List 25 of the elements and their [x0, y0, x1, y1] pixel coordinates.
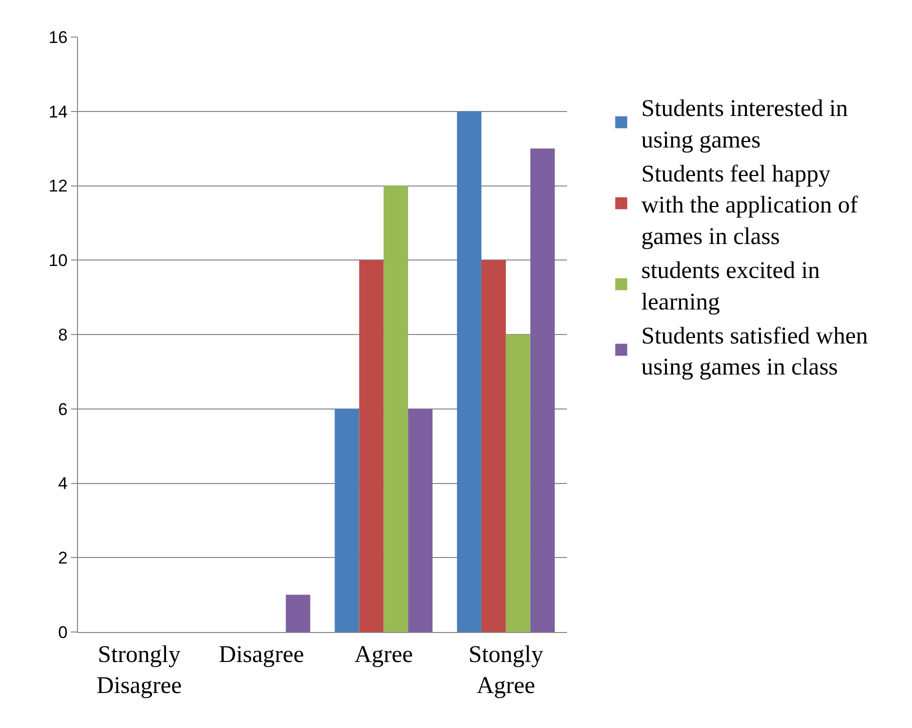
y-tick-label: 14: [48, 102, 68, 122]
bar: [481, 260, 506, 632]
y-tick-label: 12: [48, 176, 68, 196]
x-tick-label: Agree: [354, 642, 413, 668]
bar: [408, 408, 433, 632]
y-tick-label: 2: [58, 548, 68, 568]
y-tick-label: 8: [58, 325, 68, 344]
bar: [384, 186, 408, 632]
legend-label: Students satisfied when using games in class: [641, 323, 868, 381]
bar: [530, 148, 555, 632]
y-tick-label: 16: [48, 28, 68, 47]
bar: [456, 111, 482, 632]
y-tick-label: 4: [58, 474, 68, 494]
bar: [359, 260, 384, 632]
x-tick-label: Disagree: [218, 642, 304, 668]
x-tick-label: Strongly Disagree: [96, 642, 182, 699]
bar: [286, 594, 310, 632]
legend-label: students excited in learning: [641, 258, 820, 316]
y-tick-label: 10: [48, 251, 68, 270]
y-tick-label: 6: [58, 400, 68, 419]
x-tick-label: Stongly Agree: [468, 642, 544, 699]
bar: [334, 408, 360, 632]
legend-label: Students interested in using games: [641, 96, 848, 154]
bar: [506, 334, 530, 632]
y-tick-label: 0: [58, 622, 68, 642]
